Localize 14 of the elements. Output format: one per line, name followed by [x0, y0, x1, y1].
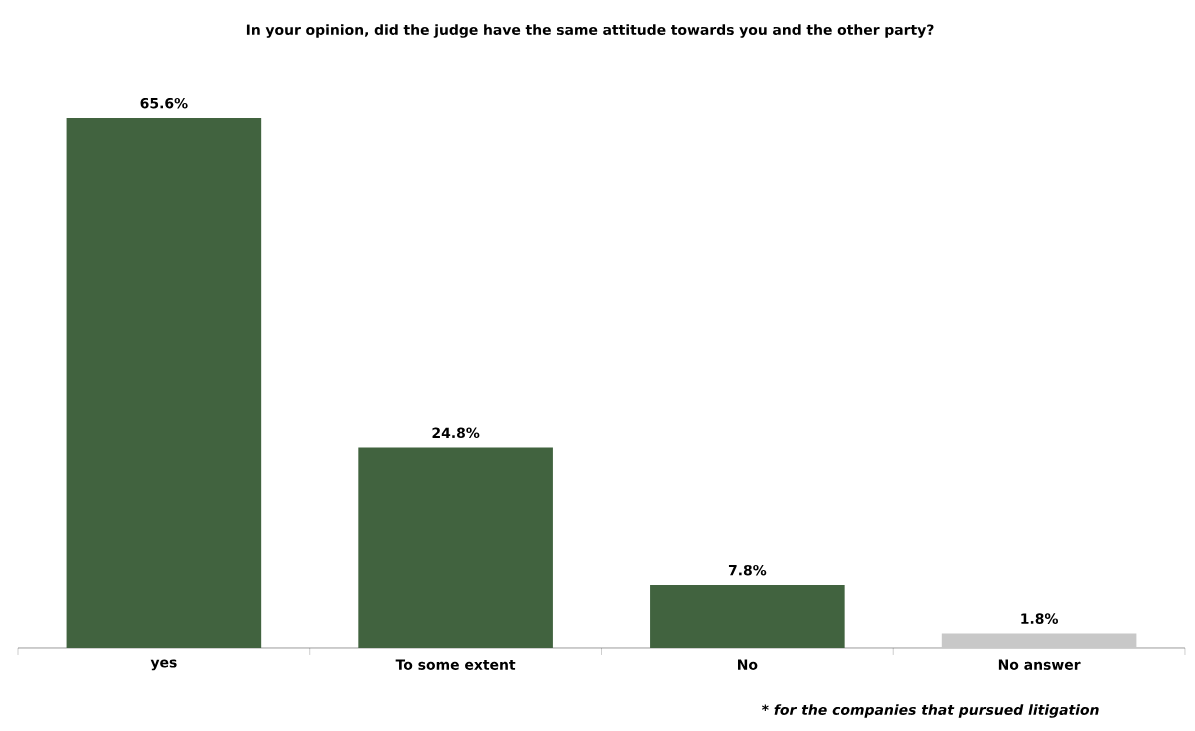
x-tick-label: To some extent — [395, 659, 516, 670]
bar — [650, 584, 845, 648]
text: * for the companies that pursued litigation — [761, 704, 1099, 718]
x-tick-label: No answer — [998, 659, 1081, 670]
x-tick-label: yes — [150, 659, 177, 671]
bar — [358, 447, 553, 648]
data-label: 65.6% — [140, 97, 188, 109]
data-label: 24.8% — [432, 427, 480, 439]
bar — [66, 117, 262, 648]
data-label: 1.8% — [1021, 613, 1058, 624]
chart-title: In your opinion, did the judge have the same attitude towards you and the other party? — [246, 24, 934, 38]
data-label: 7.8% — [728, 564, 767, 576]
bar — [941, 633, 1137, 648]
x-tick-label: No — [738, 659, 758, 670]
